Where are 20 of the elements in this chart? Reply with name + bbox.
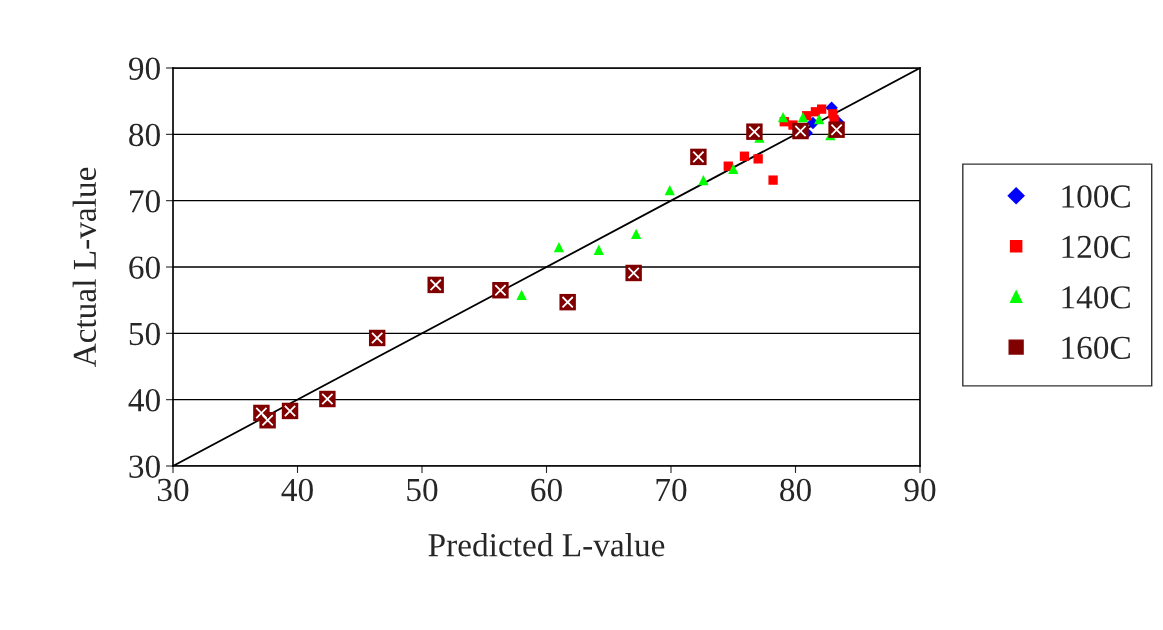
y-tick-label: 50 bbox=[129, 322, 160, 346]
legend-label: 140C bbox=[1062, 286, 1130, 309]
x-tick-label: 50 bbox=[407, 478, 438, 502]
y-tick-label: 60 bbox=[129, 256, 160, 279]
y-tick-label: 80 bbox=[129, 123, 160, 147]
legend-label: 100C bbox=[1062, 185, 1130, 208]
x-tick-label: 40 bbox=[281, 478, 313, 502]
y-tick-label: 70 bbox=[130, 190, 160, 213]
y-tick-label: 30 bbox=[129, 455, 160, 478]
x-tick-label: 80 bbox=[780, 478, 811, 502]
y-tick-label: 40 bbox=[128, 389, 160, 412]
x-tick-label: 30 bbox=[157, 478, 189, 502]
x-tick-label: 70 bbox=[656, 478, 687, 502]
y-axis-title: Actual L-value bbox=[72, 167, 97, 368]
legend-label: 120C bbox=[1062, 235, 1130, 259]
legend-label: 160C bbox=[1062, 336, 1130, 360]
y-tick-label: 90 bbox=[128, 57, 160, 80]
x-tick-label: 60 bbox=[531, 478, 562, 502]
x-tick-label: 90 bbox=[904, 478, 936, 502]
x-axis-title: Predicted L-value bbox=[428, 533, 665, 557]
